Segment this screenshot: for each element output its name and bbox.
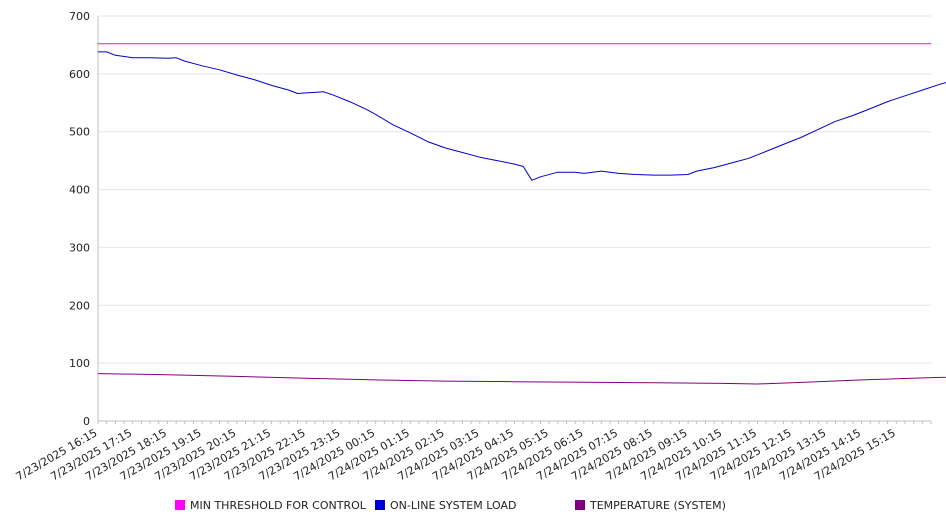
y-tick-label: 600 <box>69 68 90 81</box>
y-tick-label: 700 <box>69 10 90 23</box>
y-tick-label: 400 <box>69 184 90 197</box>
y-tick-label: 200 <box>69 299 90 312</box>
legend-swatch <box>175 500 185 510</box>
legend-label: ON-LINE SYSTEM LOAD <box>390 499 516 512</box>
series-line-temperature-system <box>97 373 946 385</box>
y-tick-label: 500 <box>69 126 90 139</box>
y-tick-label: 300 <box>69 241 90 254</box>
y-tick-label: 100 <box>69 357 90 370</box>
series-line-on-line-system-load <box>98 51 946 181</box>
legend: MIN THRESHOLD FOR CONTROL ON-LINE SYSTEM … <box>175 499 726 512</box>
y-tick-labels: 0 100 200 300 400 500 600 700 <box>69 10 90 428</box>
x-tick-labels: 7/23/2025 16:157/23/2025 17:157/23/2025 … <box>14 426 898 483</box>
legend-label: MIN THRESHOLD FOR CONTROL <box>190 499 367 512</box>
axes <box>97 16 932 424</box>
grid-lines <box>98 15 931 364</box>
y-tick-label: 0 <box>83 415 90 428</box>
legend-swatch <box>375 500 385 510</box>
legend-label: TEMPERATURE (SYSTEM) <box>589 499 726 512</box>
legend-swatch <box>575 500 585 510</box>
series-lines <box>97 43 946 385</box>
